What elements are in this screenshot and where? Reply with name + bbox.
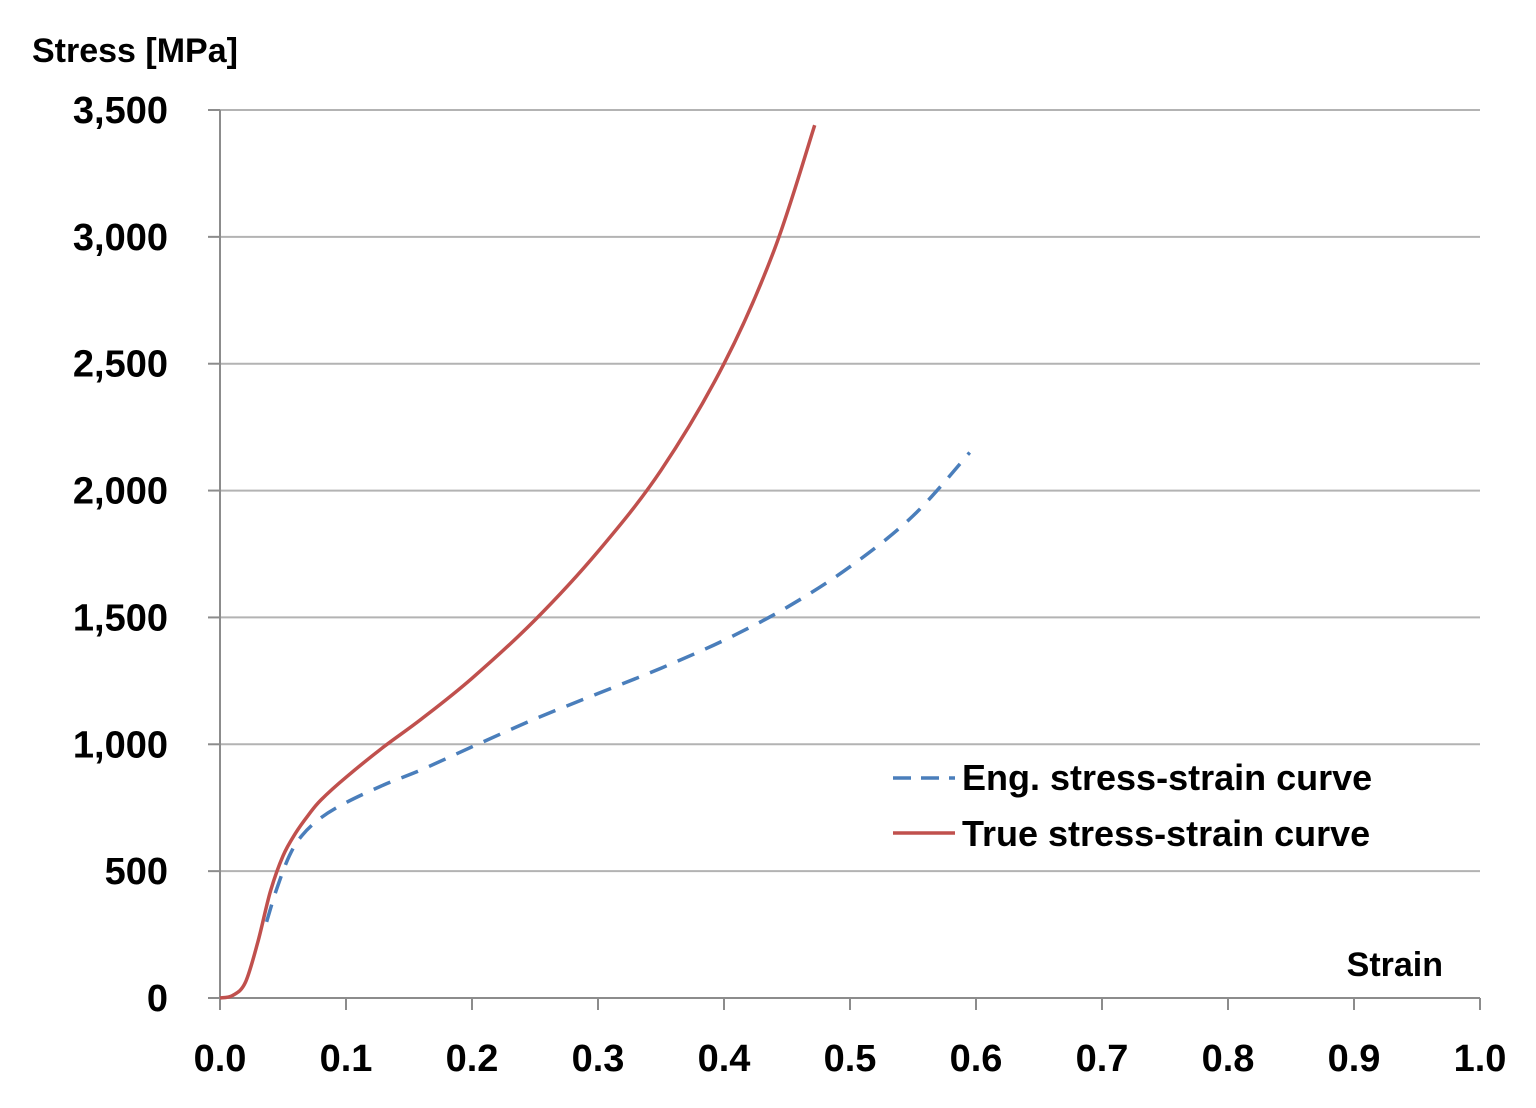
series-line-eng <box>264 451 972 923</box>
y-tick-label-0: 0 <box>147 978 168 1020</box>
y-tick-label-7: 3,500 <box>73 90 168 132</box>
x-tick-label-9: 0.9 <box>1328 1038 1381 1080</box>
series-line-true <box>219 124 817 1000</box>
x-tick-label-0: 0.0 <box>194 1038 247 1080</box>
x-tick-label-4: 0.4 <box>698 1038 751 1080</box>
y-tick-label-1: 500 <box>105 851 168 893</box>
legend-label-true: True stress-strain curve <box>962 813 1370 854</box>
legend-label-eng: Eng. stress-strain curve <box>962 757 1372 798</box>
y-tick-label-5: 2,500 <box>73 344 168 386</box>
y-tick-label-6: 3,000 <box>73 217 168 259</box>
gridlines <box>220 109 1480 873</box>
x-tick-label-7: 0.7 <box>1076 1038 1129 1080</box>
y-axis-title: Stress [MPa] <box>32 32 238 70</box>
y-tick-label-3: 1,500 <box>73 597 168 639</box>
x-tick-label-6: 0.6 <box>950 1038 1003 1080</box>
x-tick-label-1: 0.1 <box>320 1038 373 1080</box>
x-tick-label-2: 0.2 <box>446 1038 499 1080</box>
x-tick-label-8: 0.8 <box>1202 1038 1255 1080</box>
x-tick-label-5: 0.5 <box>824 1038 877 1080</box>
y-tick-label-4: 2,000 <box>73 471 168 513</box>
tick-labels: 0 500 1,000 1,500 2,000 2,500 3,000 3,500 0.0 0.1… <box>73 90 1507 1080</box>
series-lines <box>219 124 972 1000</box>
x-tick-label-10: 1.0 <box>1454 1038 1507 1080</box>
y-tick-label-2: 1,000 <box>73 724 168 766</box>
legend: Eng. stress-strain curve True stress-str… <box>893 757 1372 854</box>
axes <box>208 109 1481 1010</box>
x-axis-title: Strain <box>1347 946 1443 984</box>
x-tick-label-3: 0.3 <box>572 1038 625 1080</box>
